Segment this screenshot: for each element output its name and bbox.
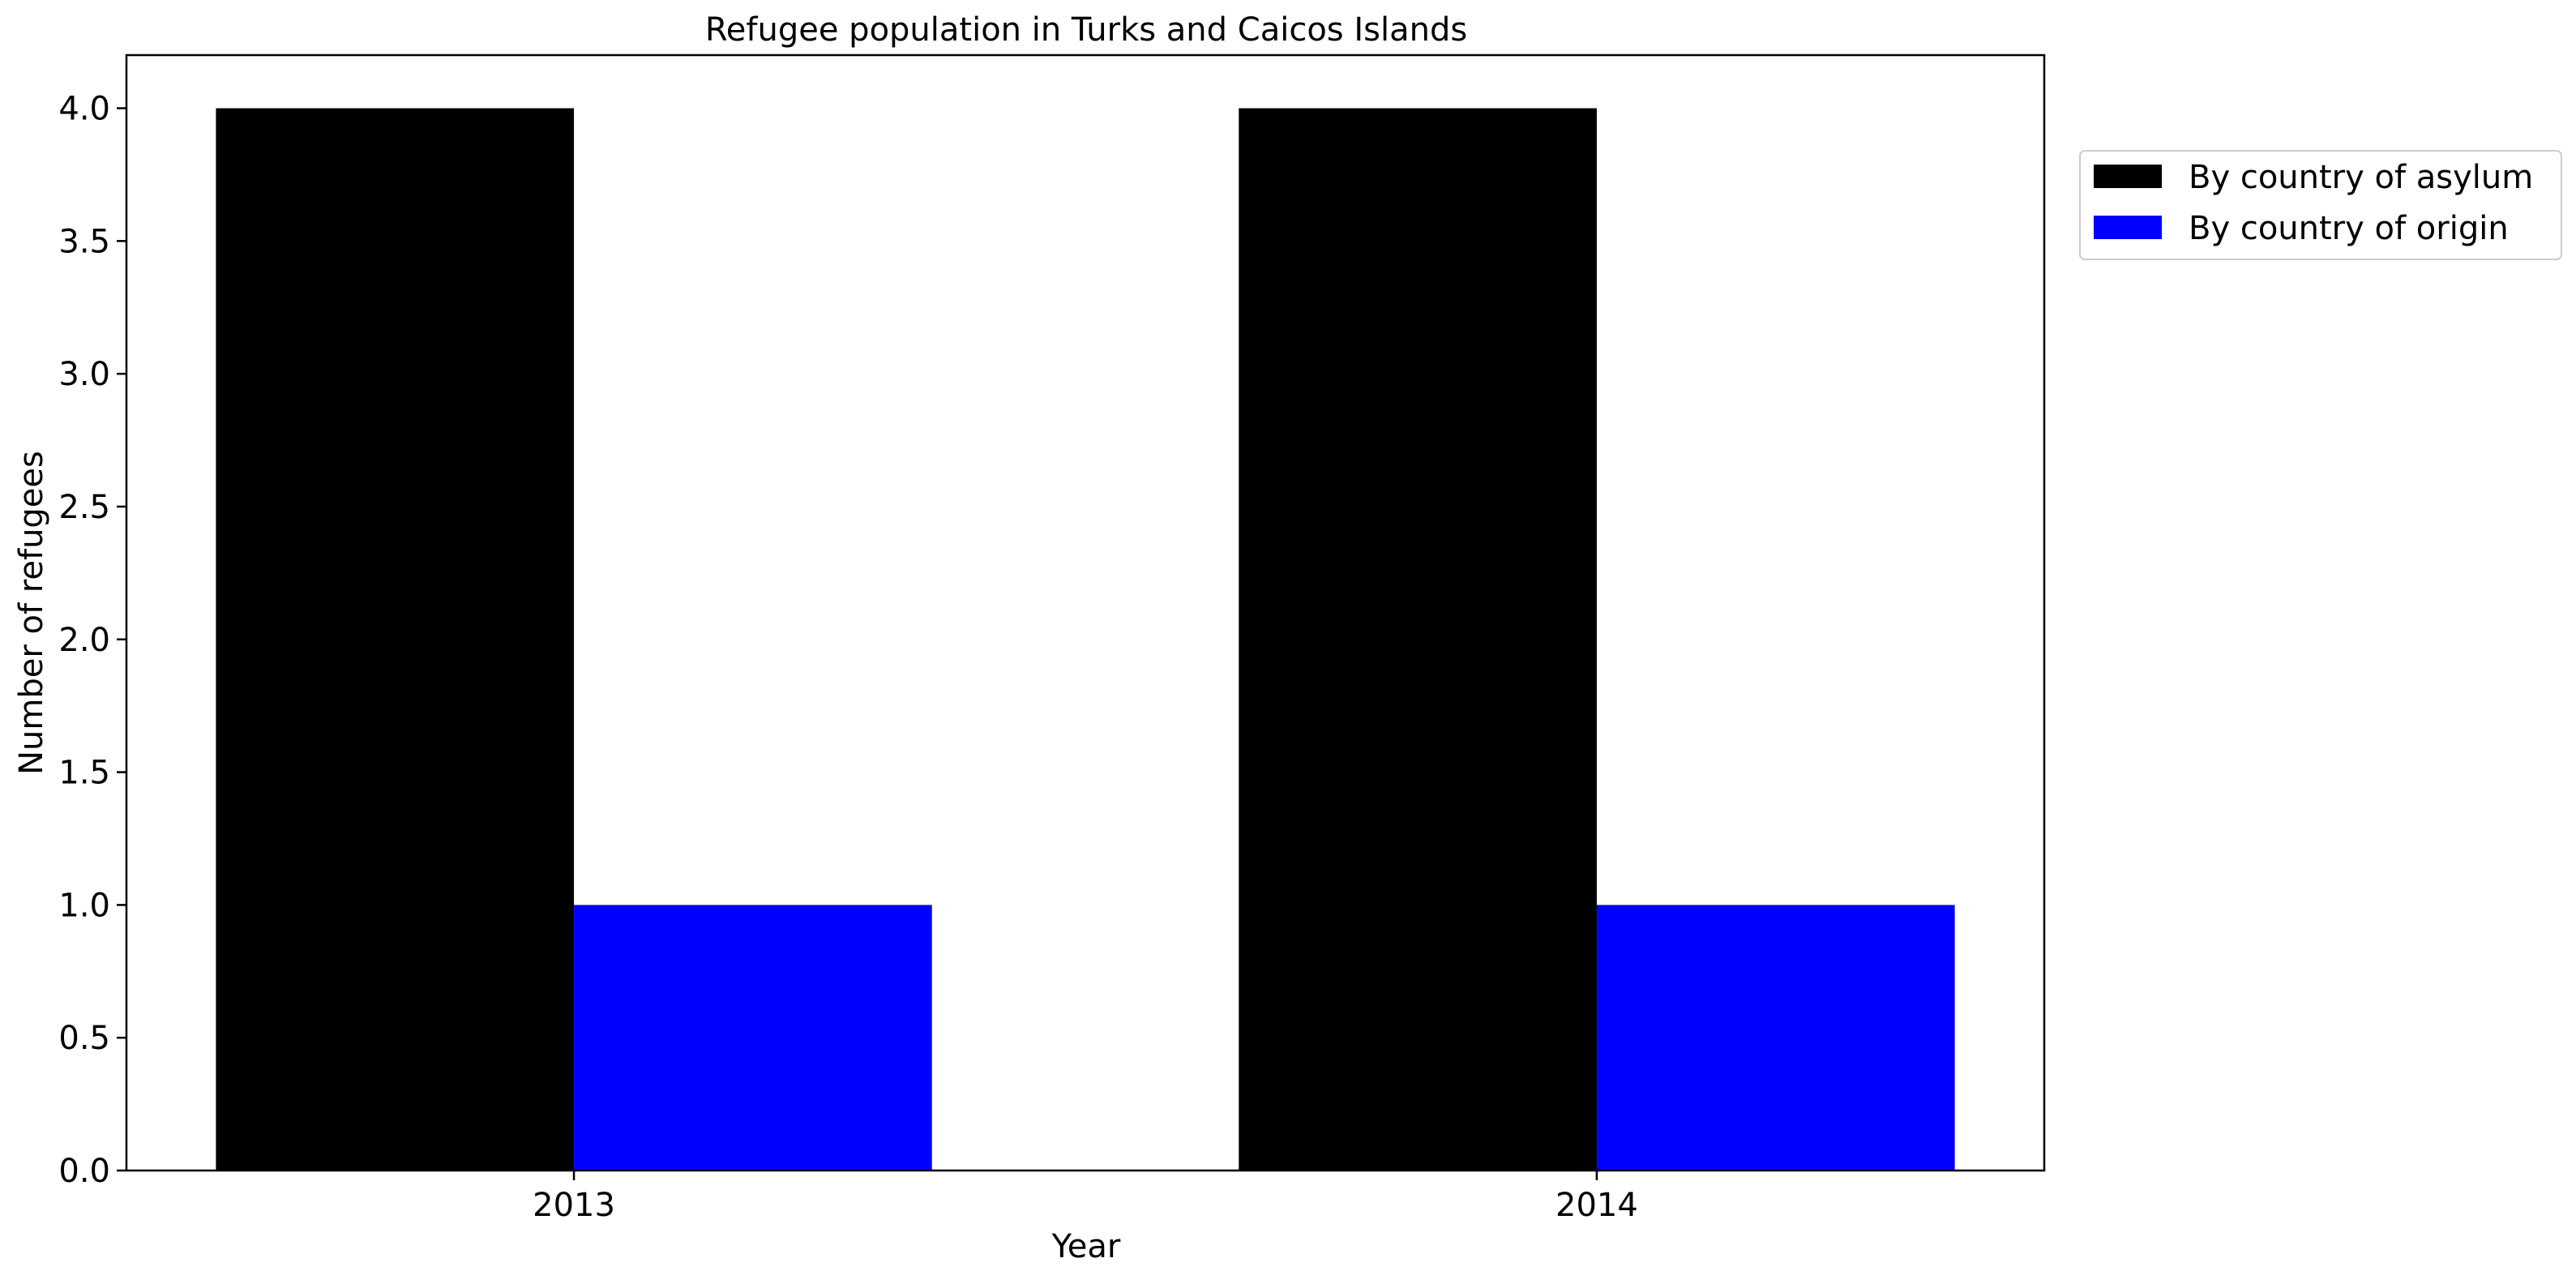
legend-swatch-origin bbox=[2094, 216, 2162, 239]
y-tick-label: 1.5 bbox=[58, 755, 110, 792]
legend: By country of asylum By country of origi… bbox=[2079, 150, 2562, 260]
y-tick-label: 1.0 bbox=[58, 887, 110, 924]
y-axis-label: Number of refugees bbox=[13, 451, 50, 775]
legend-label-asylum: By country of asylum bbox=[2189, 159, 2533, 196]
y-tick-label: 3.5 bbox=[58, 223, 110, 260]
y-tick-label: 2.0 bbox=[58, 622, 110, 659]
x-tick-label: 2013 bbox=[533, 1187, 615, 1224]
plot-frame bbox=[125, 54, 2046, 1172]
x-tick-label: 2014 bbox=[1555, 1187, 1638, 1224]
x-axis-label: Year bbox=[1051, 1228, 1121, 1265]
bar-origin-2013 bbox=[574, 905, 932, 1171]
bar-origin-2014 bbox=[1596, 905, 1955, 1171]
x-axis: 2013 2014 bbox=[533, 1171, 1638, 1224]
bars-layer bbox=[216, 108, 1955, 1171]
y-tick-label: 3.0 bbox=[58, 356, 110, 393]
legend-label-origin: By country of origin bbox=[2189, 210, 2509, 247]
y-axis: 0.0 0.5 1.0 1.5 2.0 2.5 3.0 3.5 4.0 bbox=[58, 91, 126, 1190]
y-tick-label: 4.0 bbox=[58, 91, 110, 128]
y-tick-label: 0.5 bbox=[58, 1020, 110, 1057]
y-tick-label: 0.0 bbox=[58, 1153, 110, 1190]
bar-asylum-2014 bbox=[1239, 108, 1597, 1171]
legend-swatch-asylum bbox=[2094, 165, 2162, 188]
legend-box bbox=[2079, 150, 2562, 260]
bar-asylum-2013 bbox=[216, 108, 575, 1171]
chart-title: Refugee population in Turks and Caicos I… bbox=[705, 11, 1467, 49]
y-tick-label: 2.5 bbox=[58, 489, 110, 526]
